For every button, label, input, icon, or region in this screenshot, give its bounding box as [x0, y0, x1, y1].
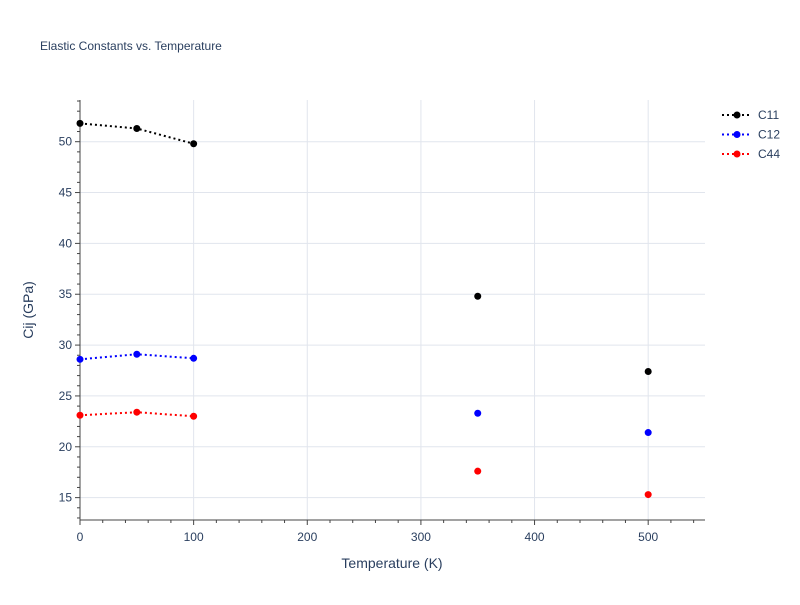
data-point-c44[interactable] [474, 467, 482, 475]
data-point-c44[interactable] [190, 412, 198, 420]
series-line-c11 [79, 122, 194, 145]
data-point-c12[interactable] [133, 350, 141, 358]
x-tick-label: 200 [297, 530, 317, 544]
legend-item-c12[interactable]: C12 [722, 128, 780, 142]
data-point-c11[interactable] [474, 292, 482, 300]
legend[interactable]: C11 C12 C44 [722, 108, 780, 161]
legend-label: C44 [758, 147, 780, 161]
legend-item-c44[interactable]: C44 [722, 147, 780, 161]
legend-swatch-marker [733, 131, 741, 138]
data-point-c44[interactable] [644, 491, 652, 499]
data-point-c12[interactable] [474, 409, 482, 417]
x-tick-label: 400 [525, 530, 545, 544]
data-point-c11[interactable] [76, 119, 84, 127]
y-tick-label: 35 [59, 287, 73, 301]
data-point-c12[interactable] [190, 354, 198, 362]
series-c11 [76, 119, 652, 376]
data-series [76, 119, 652, 499]
x-tick-label: 500 [638, 530, 658, 544]
data-point-c44[interactable] [76, 411, 84, 419]
grid-lines [79, 100, 705, 520]
y-tick-label: 20 [59, 440, 73, 454]
data-point-c12[interactable] [76, 355, 84, 363]
y-tick-label: 45 [59, 186, 73, 200]
data-point-c11[interactable] [644, 368, 652, 376]
y-tick-label: 40 [59, 236, 73, 250]
axes: 0 100 200 300 400 500 15 20 25 30 35 40 45 50 [59, 100, 705, 544]
y-tick-label: 50 [59, 135, 73, 149]
chart-title: Elastic Constants vs. Temperature [40, 39, 222, 53]
data-point-c11[interactable] [133, 124, 141, 132]
data-point-c44[interactable] [133, 408, 141, 416]
data-point-c11[interactable] [190, 140, 198, 148]
series-line-c12 [79, 353, 194, 361]
x-tick-label: 100 [184, 530, 204, 544]
legend-label: C12 [758, 128, 780, 142]
legend-label: C11 [758, 108, 779, 122]
legend-swatch-marker [733, 150, 741, 158]
y-tick-label: 30 [59, 338, 73, 352]
y-axis-label: Cij (GPa) [20, 281, 36, 339]
x-tick-label: 0 [77, 530, 84, 544]
legend-item-c11[interactable]: C11 [722, 108, 779, 122]
y-tick-label: 15 [59, 491, 73, 505]
x-axis-label: Temperature (K) [341, 555, 442, 571]
legend-swatch-marker [733, 111, 741, 119]
series-c12 [76, 350, 652, 437]
y-tick-label: 25 [59, 389, 73, 403]
data-point-c12[interactable] [644, 429, 652, 437]
x-tick-label: 300 [411, 530, 431, 544]
series-c44 [76, 408, 652, 499]
